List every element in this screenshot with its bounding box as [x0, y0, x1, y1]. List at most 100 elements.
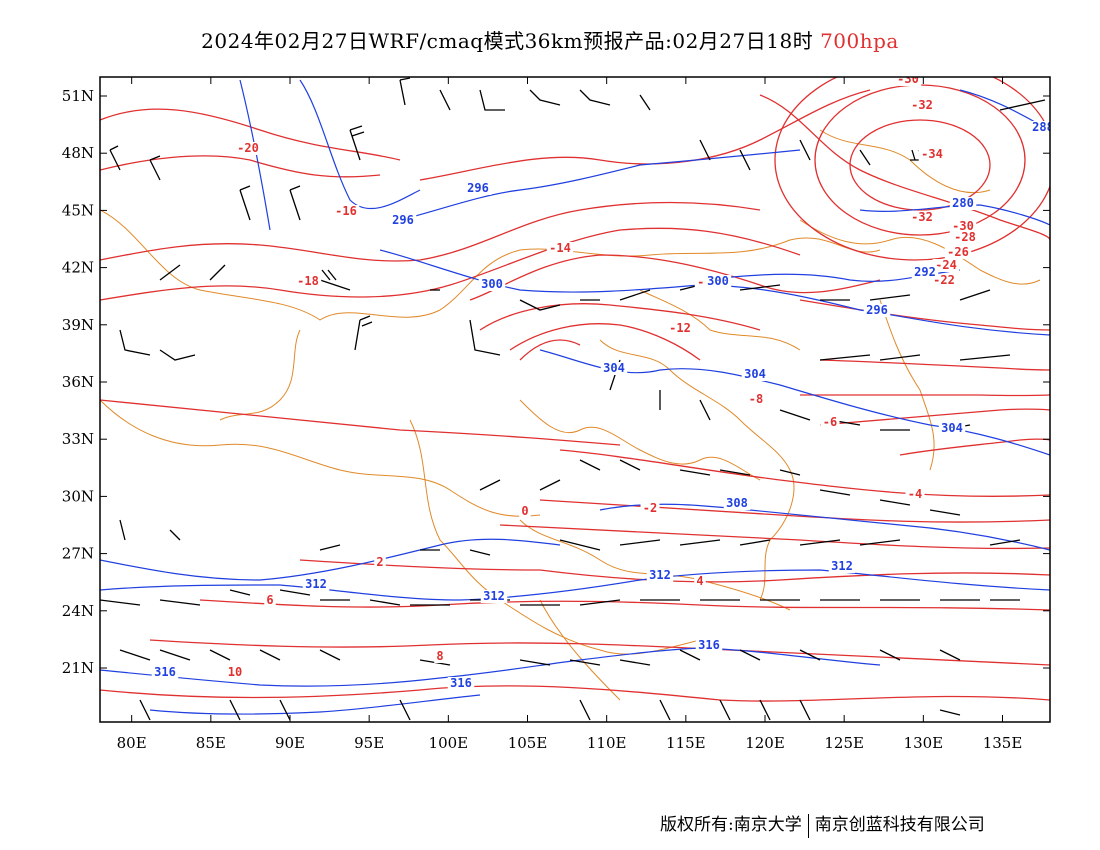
height-label: 304 [941, 421, 963, 435]
temperature-label-bg [905, 488, 925, 501]
map-frame [99, 76, 1051, 723]
temperature-label-bg [908, 211, 936, 224]
height-label-bg [389, 214, 417, 227]
height-label-bg [646, 569, 674, 582]
height-label: 296 [392, 213, 414, 227]
temperature-label: -24 [935, 258, 957, 272]
temperature-label: -18 [297, 274, 319, 288]
temperature-label-bg [264, 594, 276, 607]
footer: 版权所有:南京大学 南京创蓝科技有限公司 [660, 810, 985, 838]
height-label: 316 [698, 638, 720, 652]
lon-label: 105E [508, 734, 548, 752]
temperature-label-bg [894, 77, 922, 86]
height-label: 296 [866, 303, 888, 317]
height-label: 316 [154, 665, 176, 679]
title-level: 700hpa [820, 29, 899, 53]
height-label: 288 [1032, 120, 1054, 134]
temperature-label: 8 [436, 649, 443, 663]
height-label-bg [302, 578, 330, 591]
temperature-label-bg [694, 575, 706, 588]
height-label: 280 [952, 196, 974, 210]
temperature-label-bg [225, 666, 245, 679]
height-label-bg [723, 497, 751, 510]
temperature-label-bg [918, 148, 946, 161]
temperature-label-bg [932, 259, 960, 272]
temperature-label: -16 [335, 204, 357, 218]
height-label: 292 [914, 265, 936, 279]
lon-label: 95E [354, 734, 384, 752]
lat-label: 21N [62, 659, 94, 677]
height-label-bg [828, 560, 856, 573]
temperature-label-bg [374, 556, 386, 569]
lon-label: 120E [745, 734, 785, 752]
lon-label: 80E [117, 734, 147, 752]
temperature-label-bg [666, 322, 694, 335]
temperature-label-bg [944, 246, 972, 259]
temperature-label: -34 [921, 147, 943, 161]
temperature-label: -28 [954, 230, 976, 244]
lon-label: 115E [666, 734, 706, 752]
temperature-label: 4 [696, 574, 703, 588]
height-label-bg [478, 278, 506, 291]
height-label: 312 [305, 577, 327, 591]
lat-label: 24N [62, 602, 94, 620]
wind-barbs [100, 77, 1046, 721]
temperature-label: -14 [549, 241, 571, 255]
height-label-bg [863, 304, 891, 317]
temperature-label-bg [640, 502, 660, 515]
temperature-label-bg [234, 142, 262, 155]
lon-label: 130E [904, 734, 944, 752]
temperature-label-bg [951, 231, 979, 244]
height-label: 312 [649, 568, 671, 582]
lon-label: 100E [429, 734, 469, 752]
height-label-bg [480, 590, 508, 603]
temperature-label: -6 [823, 415, 837, 429]
map-background [100, 77, 1050, 722]
contour-labels: -30-32-34-32-30-28-26-24-22-20-18-16-14-… [151, 72, 1054, 690]
lat-label: 51N [62, 87, 94, 105]
temperature-label: -20 [237, 141, 259, 155]
temperature-label: -12 [669, 321, 691, 335]
lon-label: 125E [824, 734, 864, 752]
temperature-label: -4 [908, 487, 922, 501]
temperature-label: -32 [911, 98, 933, 112]
temperature-label: -32 [911, 210, 933, 224]
footer-separator [807, 813, 809, 838]
title-main: 2024年02月27日WRF/cmaq模式36km预报产品:02月27日18时 [201, 29, 814, 53]
temperature-label-bg [949, 220, 977, 233]
temperature-contours [100, 77, 1050, 702]
height-label-bg [695, 639, 723, 652]
height-label: 300 [707, 274, 729, 288]
temperature-label: 10 [228, 665, 242, 679]
height-label: 304 [603, 361, 625, 375]
height-label-bg [938, 422, 966, 435]
lon-label: 110E [587, 734, 627, 752]
lat-label: 39N [62, 316, 94, 334]
copyright-text: 版权所有:南京大学 [660, 815, 802, 835]
temperature-label: -8 [749, 392, 763, 406]
height-label-bg [741, 368, 769, 381]
temperature-label: 0 [521, 504, 528, 518]
temperature-label-bg [332, 205, 360, 218]
height-label-bg [600, 362, 628, 375]
temperature-label-bg [820, 416, 840, 429]
lat-label: 30N [62, 487, 94, 505]
lon-label: 135E [983, 734, 1023, 752]
temperature-label-bg [746, 393, 766, 406]
height-label: 316 [450, 676, 472, 690]
lat-label: 36N [62, 373, 94, 391]
height-label-bg [1029, 121, 1050, 134]
temperature-label-bg [908, 99, 936, 112]
temperature-label: -30 [897, 72, 919, 86]
height-label: 304 [744, 367, 766, 381]
lat-label: 42N [62, 259, 94, 277]
height-label: 296 [467, 181, 489, 195]
height-label-bg [911, 266, 939, 279]
height-label-bg [151, 666, 179, 679]
lat-label: 33N [62, 430, 94, 448]
lat-label: 45N [62, 201, 94, 219]
temperature-label-bg [294, 275, 322, 288]
lon-label: 85E [196, 734, 226, 752]
temperature-label: -26 [947, 245, 969, 259]
